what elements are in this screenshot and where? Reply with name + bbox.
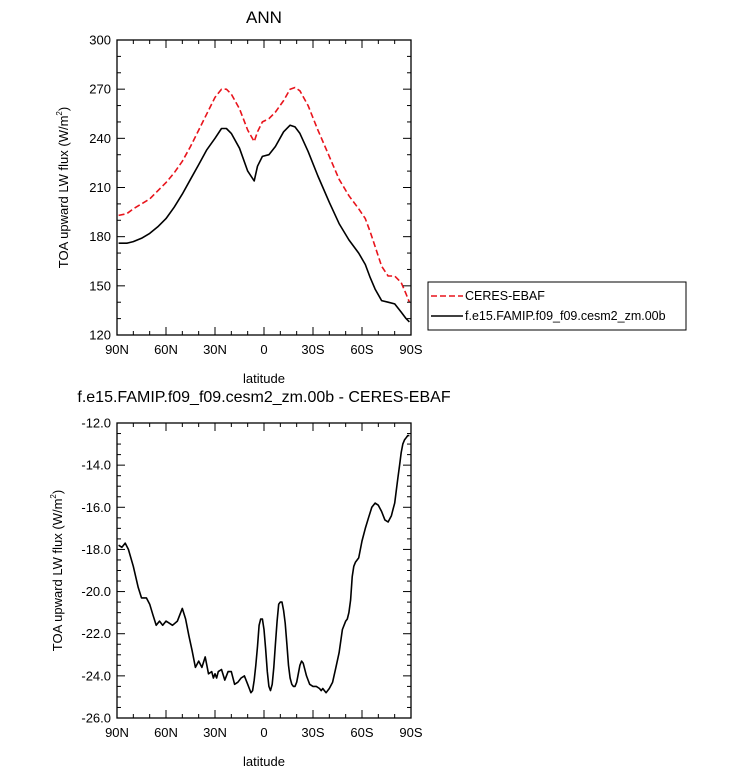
top-chart-x-tick-label: 90N: [105, 342, 129, 357]
top-chart-x-tick-label: 60S: [350, 342, 373, 357]
bottom-chart-y-tick-label: -12.0: [81, 416, 111, 431]
top-chart-x-tick-label: 30N: [203, 342, 227, 357]
bottom-chart-y-tick-label: -14.0: [81, 458, 111, 473]
bottom-chart-y-tick-label: -18.0: [81, 542, 111, 557]
legend-box: [427, 281, 687, 331]
bottom-chart-x-tick-label: 60N: [154, 725, 178, 740]
top-chart-x-tick-label: 90S: [399, 342, 422, 357]
top-chart-y-tick-label: 300: [89, 33, 111, 48]
top-chart-y-tick-label: 240: [89, 131, 111, 146]
top-chart-y-tick-label: 210: [89, 180, 111, 195]
bottom-chart-title: f.e15.FAMIP.f09_f09.cesm2_zm.00b - CERES…: [77, 389, 450, 406]
bottom-chart-x-tick-label: 90N: [105, 725, 129, 740]
legend-label-ceres: CERES-EBAF: [465, 289, 545, 303]
bottom-chart-plot-frame: [116, 422, 412, 719]
bottom-chart-x-axis-label: latitude: [243, 754, 285, 769]
bottom-chart-x-tick-label: 90S: [399, 725, 422, 740]
top-chart-x-tick-label: 0: [260, 342, 267, 357]
top-chart-panel: ANN 90N 60N 30N 0 30S 60S 90S 120 150 180 210 240 27…: [55, 8, 687, 386]
top-chart-series-line-1: [118, 86, 411, 303]
top-chart-y-tick-label: 150: [89, 278, 111, 293]
top-chart-y-tick-label: 120: [89, 328, 111, 343]
bottom-chart-y-axis-label: TOA upward LW flux (W/m2): [49, 490, 65, 651]
legend-label-model: f.e15.FAMIP.f09_f09.cesm2_zm.00b: [465, 309, 666, 323]
bottom-chart-x-tick-label: 0: [260, 725, 267, 740]
bottom-chart-x-tick-label: 30S: [301, 725, 324, 740]
top-chart-plot-frame: [116, 39, 412, 336]
bottom-chart-y-tick-label: -20.0: [81, 584, 111, 599]
top-chart-legend: CERES-EBAF f.e15.FAMIP.f09_f09.cesm2_zm.…: [427, 281, 687, 331]
top-chart-title: ANN: [246, 8, 282, 27]
top-chart-y-tick-label: 180: [89, 229, 111, 244]
top-chart-x-axis-label: latitude: [243, 371, 285, 386]
top-chart-y-tick-label: 270: [89, 82, 111, 97]
top-chart-x-tick-label: 30S: [301, 342, 324, 357]
top-chart-x-tick-label: 60N: [154, 342, 178, 357]
top-chart-series-line-2: [118, 124, 410, 323]
bottom-chart-y-tick-label: -26.0: [81, 711, 111, 726]
bottom-chart-x-tick-label: 30N: [203, 725, 227, 740]
bottom-chart-y-tick-label: -24.0: [81, 668, 111, 683]
bottom-chart-x-tick-label: 60S: [350, 725, 373, 740]
top-chart-y-axis-label: TOA upward LW flux (W/m2): [55, 107, 71, 268]
bottom-chart-y-tick-label: -22.0: [81, 626, 111, 641]
bottom-chart-series-line-1: [118, 434, 410, 694]
bottom-chart-panel: f.e15.FAMIP.f09_f09.cesm2_zm.00b - CERES…: [49, 389, 451, 769]
bottom-chart-y-tick-label: -16.0: [81, 500, 111, 515]
